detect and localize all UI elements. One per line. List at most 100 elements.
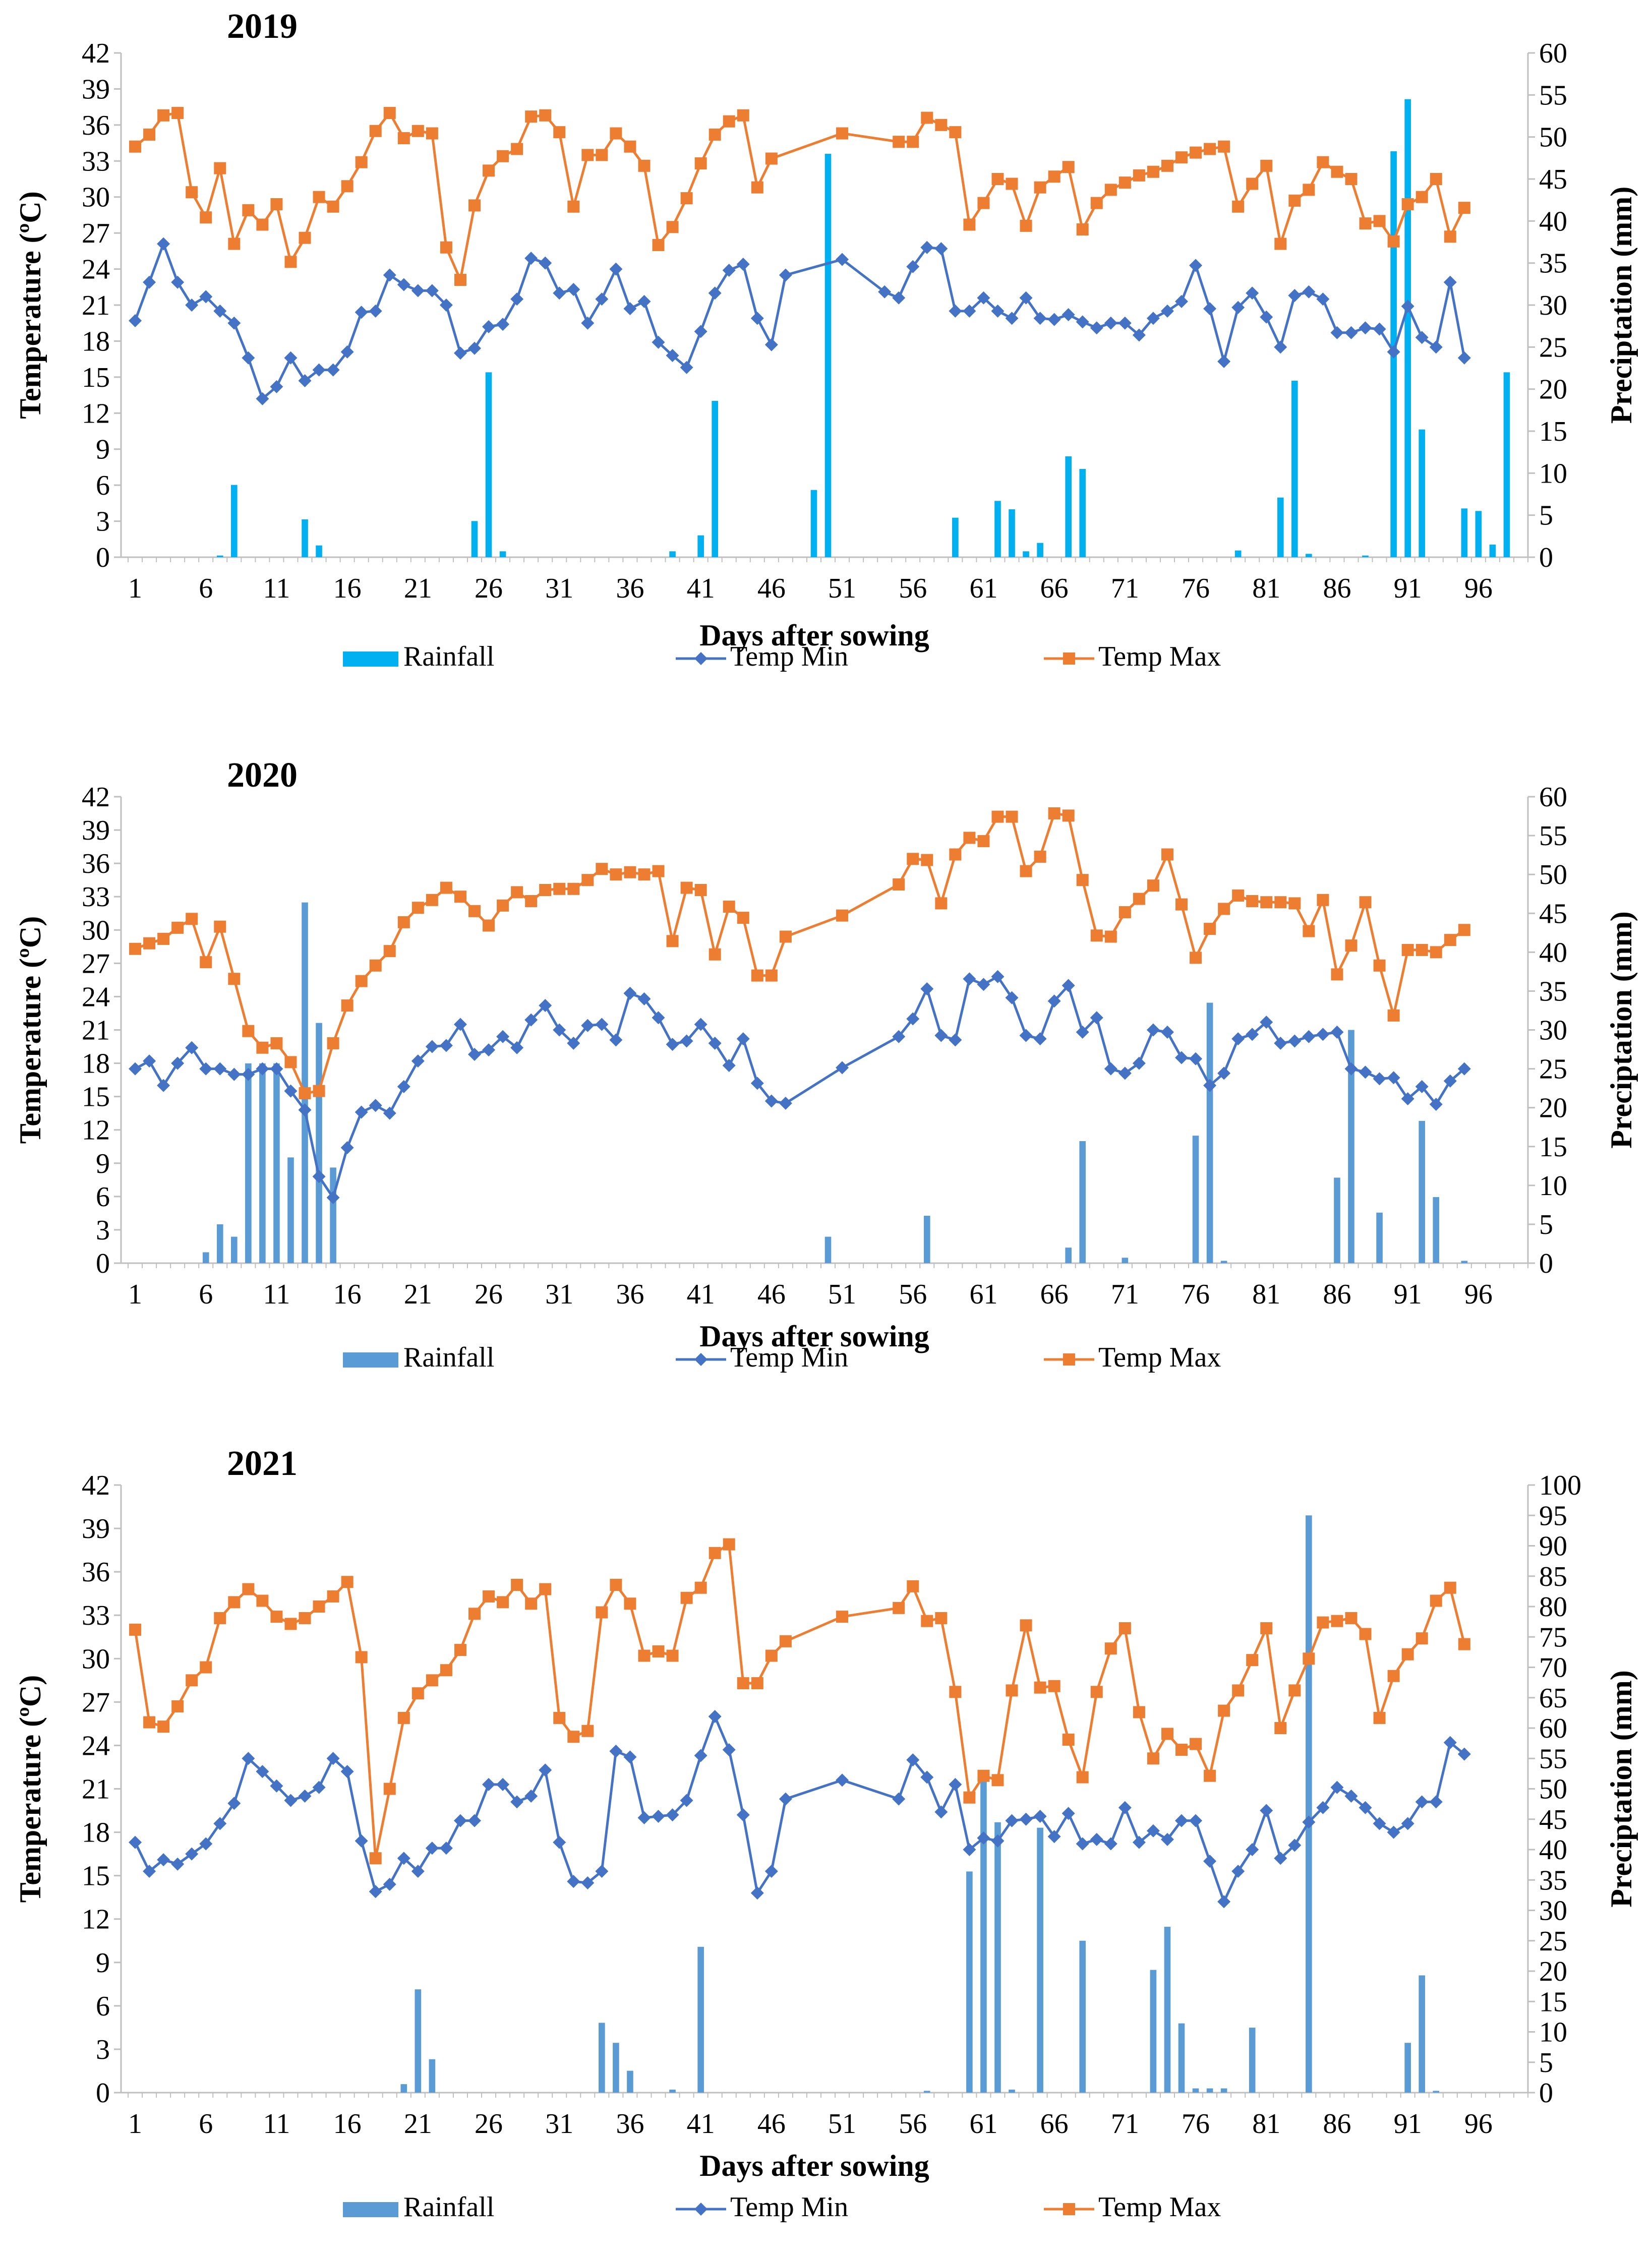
rainfall-bar (952, 517, 959, 557)
legend-marker-temp-max (1063, 653, 1075, 665)
temp-min-point (157, 1853, 170, 1867)
temp-min-point (1373, 1072, 1386, 1086)
temp-max-point (1444, 230, 1456, 243)
temp-max-point (327, 1037, 339, 1049)
legend: Rainfall Temp Min Temp Max (343, 2191, 1221, 2223)
right-tick-label: 60 (1539, 38, 1567, 69)
temp-max-point (483, 919, 495, 932)
temp-max-point (991, 1774, 1004, 1787)
rainfall-bar (330, 1167, 336, 1263)
left-tick-label: 12 (82, 1115, 110, 1146)
temp-max-point (1415, 1632, 1428, 1645)
temp-min-point (1047, 1830, 1061, 1844)
temp-max-point (836, 1611, 849, 1623)
rainfall-bar (1503, 372, 1510, 557)
temp-max-point (1444, 934, 1456, 946)
temp-min-point (609, 262, 623, 276)
x-tick-label: 96 (1464, 573, 1493, 604)
x-tick-label: 71 (1111, 2108, 1139, 2140)
rainfall-bar (1079, 1141, 1086, 1263)
rainfall-bar (202, 1252, 209, 1263)
rainfall-bar (1334, 1177, 1340, 1263)
temp-max-point (779, 930, 792, 943)
temp-min-point (836, 1773, 849, 1787)
rainfall-bar (485, 372, 492, 557)
temp-max-point (977, 835, 990, 848)
temp-max-point (525, 110, 538, 123)
legend: Rainfall Temp Min Temp Max (343, 1342, 1221, 1373)
left-tick-label: 39 (82, 74, 110, 105)
temp-min-point (1160, 1025, 1174, 1039)
temp-min-point (482, 320, 496, 333)
temp-min-point (425, 1842, 439, 1855)
temp-max-point (1274, 238, 1287, 250)
temp-max-point (1076, 1771, 1089, 1784)
temp-min-point (977, 291, 990, 305)
temp-min-point (242, 1068, 255, 1081)
right-tick-label: 50 (1539, 122, 1567, 153)
rainfall-bar (1150, 1970, 1157, 2093)
temp-max-point (907, 136, 919, 148)
temp-min-point (1146, 312, 1160, 325)
x-tick-label: 96 (1464, 1279, 1493, 1310)
right-tick-label: 5 (1539, 2047, 1553, 2079)
x-tick-label: 6 (199, 1279, 213, 1310)
temp-min-point (1090, 1832, 1103, 1846)
temp-min-point (1203, 302, 1217, 316)
temp-max-point (907, 853, 919, 865)
temp-max-point (228, 1596, 241, 1609)
left-tick-label: 12 (82, 1904, 110, 1935)
right-tick-label: 20 (1539, 1093, 1567, 1124)
temp-max-point (440, 241, 452, 254)
temp-max-point (680, 192, 693, 205)
legend-marker-temp-max (1063, 2203, 1075, 2215)
temp-min-point (1359, 1065, 1372, 1079)
x-tick-label: 41 (687, 1279, 715, 1310)
temp-min-point (242, 1752, 255, 1765)
temp-max-point (1260, 896, 1273, 909)
temp-max-point (921, 111, 933, 124)
temp-max-point (525, 1597, 538, 1610)
temp-max-point (426, 1674, 438, 1687)
temp-min-point (1415, 331, 1429, 344)
x-tick-label: 76 (1182, 573, 1210, 604)
temp-min-point (581, 316, 595, 330)
temp-max-point (397, 1711, 410, 1724)
temp-min-point (750, 1886, 764, 1900)
temp-min-point (906, 260, 920, 273)
temp-max-point (228, 238, 241, 250)
temp-max-point (1204, 143, 1216, 155)
rainfall-bar (810, 490, 817, 557)
temp-max-point (709, 948, 721, 961)
temp-min-point (1260, 310, 1273, 324)
x-tick-label: 56 (899, 573, 927, 604)
temp-max-point (581, 1725, 594, 1737)
legend-label-temp-min: Temp Min (730, 2191, 848, 2223)
rainfall-bar (1376, 1212, 1383, 1263)
rainfall-bar (1220, 1261, 1227, 1263)
x-tick-label: 11 (263, 2108, 290, 2140)
temp-max-point (129, 140, 142, 153)
temp-max-point (836, 909, 849, 922)
temp-min-point (171, 1857, 185, 1871)
temp-max-point (1118, 176, 1131, 189)
temp-max-point (539, 884, 552, 896)
rainfall-bar (1277, 497, 1284, 557)
temp-min-point (1302, 1815, 1316, 1829)
temp-max-point (383, 945, 396, 958)
temp-min-point (340, 1765, 354, 1778)
right-tick-label: 35 (1539, 1865, 1567, 1896)
temp-min-point (1302, 1030, 1316, 1043)
temp-max-point (949, 1686, 962, 1698)
temp-min-point (524, 1013, 538, 1027)
temp-max-point (284, 1056, 297, 1069)
rainfall-bar (1249, 2028, 1256, 2093)
temp-min-point (383, 1877, 396, 1891)
temp-min-point (270, 380, 283, 393)
left-tick-label: 3 (96, 506, 110, 538)
temp-max-point (1020, 865, 1032, 877)
temp-max-point (1076, 223, 1089, 235)
temp-min-point (764, 1094, 778, 1108)
temp-max-point (1133, 893, 1145, 905)
